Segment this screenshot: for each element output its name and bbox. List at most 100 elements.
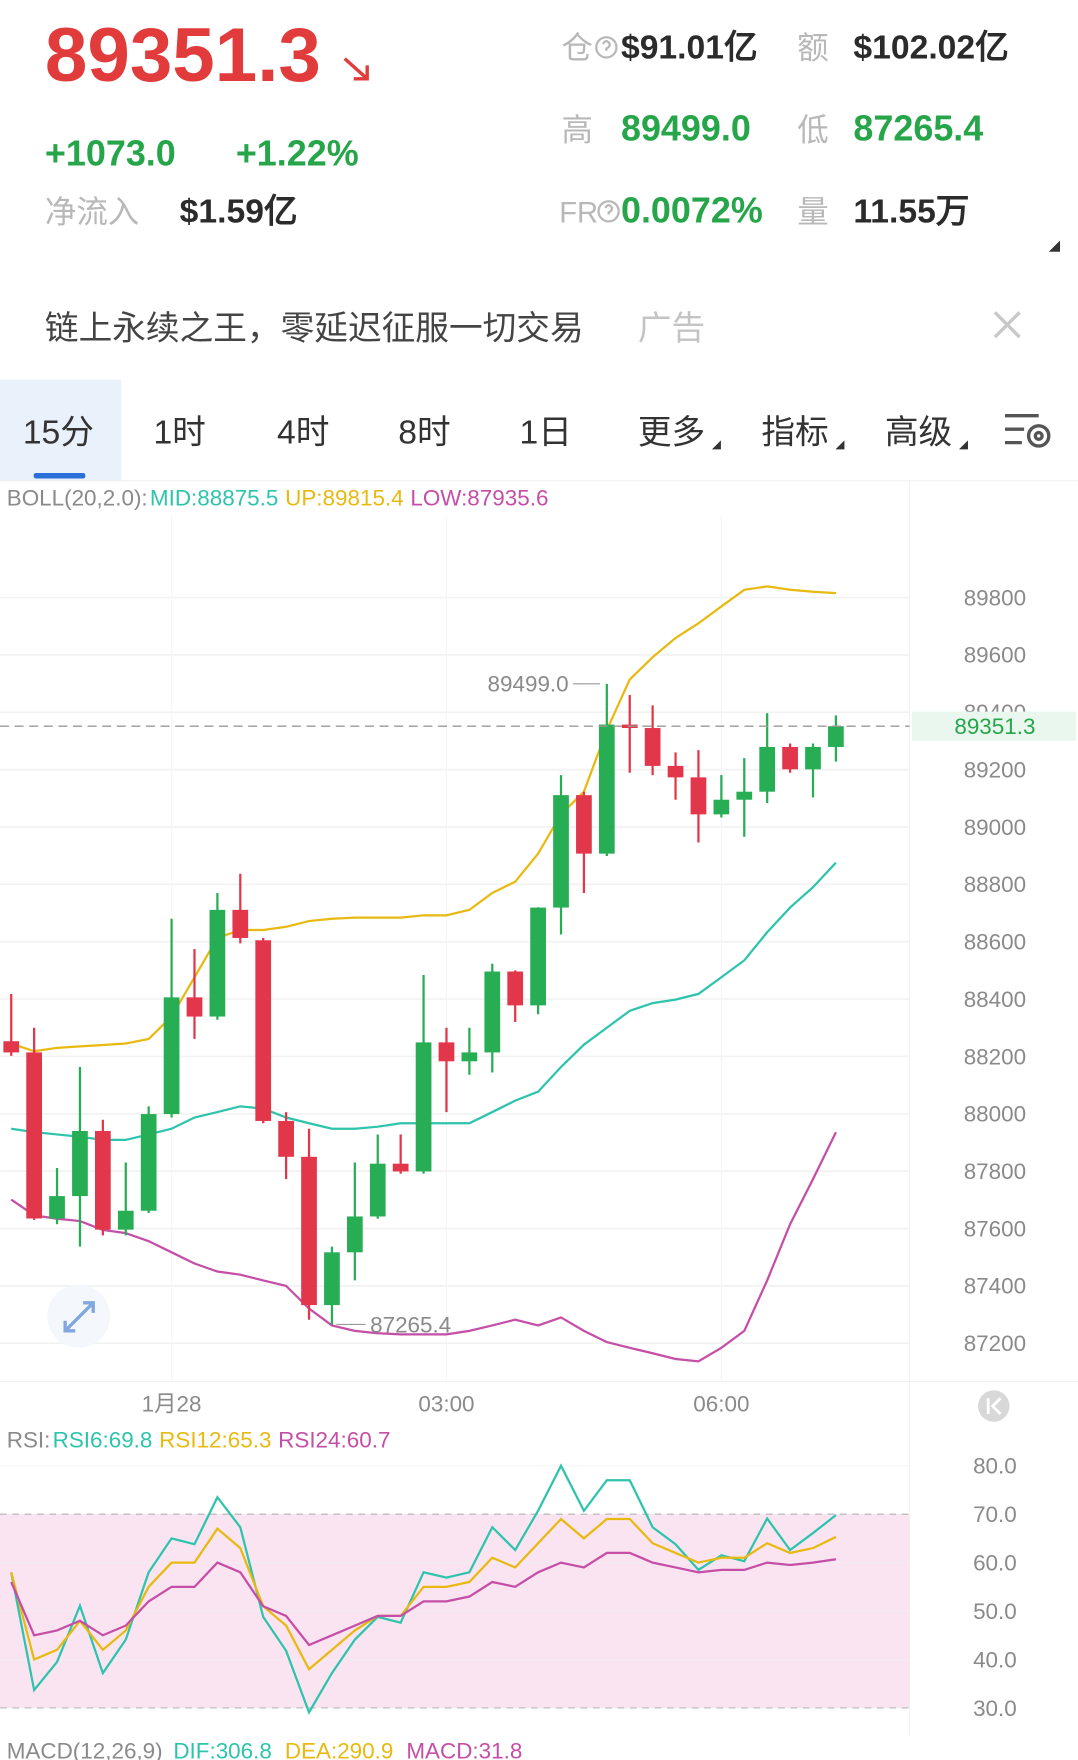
y-tick-label: 89800 [964, 585, 1026, 610]
scroll-latest-button[interactable] [978, 1390, 1010, 1422]
legend-item: RSI24:60.7 [278, 1428, 390, 1453]
y-tick-label: 70.0 [973, 1502, 1017, 1527]
turnover-label: 额 [797, 31, 828, 66]
tab[interactable]: 8时 [398, 415, 450, 452]
expand-triangle[interactable] [1048, 240, 1061, 252]
y-tick-label: 87400 [964, 1274, 1026, 1299]
fullscreen-button[interactable] [47, 1284, 111, 1348]
legend: RSI: RSI6:69.8 RSI12:65.3 RSI24:60.7 [7, 1428, 391, 1453]
y-tick-label: 80.0 [973, 1454, 1017, 1479]
settings-icon[interactable] [1005, 413, 1051, 448]
candle-body [255, 940, 272, 1121]
down-arrow [343, 57, 369, 81]
active-tab-bg [0, 379, 122, 481]
y-tick-label: 87200 [964, 1331, 1026, 1356]
net-inflow: $1.59亿 [180, 193, 298, 231]
candle-body [163, 997, 180, 1115]
macd-legend: MACD(12,26,9) DIF:306.8 DEA:290.9 MACD:3… [7, 1739, 523, 1760]
y-tick-label: 88400 [964, 987, 1026, 1012]
candle-body [598, 724, 615, 854]
funding-rate: 0.0072% [621, 190, 763, 231]
tab[interactable]: 指标 [761, 414, 828, 452]
tab[interactable]: 1日 [520, 415, 572, 452]
legend-item: MID:88875.5 [150, 486, 278, 511]
candle-body [461, 1052, 478, 1062]
y-tick-label: 87600 [964, 1216, 1026, 1241]
indicator-line [10, 1131, 837, 1363]
max-annotation: 89499.0 [488, 672, 569, 697]
macd-item: DEA:290.9 [285, 1739, 394, 1760]
volume: 11.55万 [853, 194, 969, 231]
macd-item: DIF:306.8 [173, 1739, 272, 1760]
candle-body [186, 997, 203, 1017]
ad-text[interactable]: 链上永续之王，零延迟征服一切交易 [45, 309, 584, 347]
candle-body [392, 1163, 409, 1172]
price-change-pct: +1.22% [236, 132, 359, 173]
price-change: +1073.0 [45, 132, 176, 173]
x-tick-label: 1月28 [142, 1392, 202, 1417]
candlestick-panel: BOLL(20,2.0): MID:88875.5 UP:89815.4 LOW:87… [0, 486, 1078, 1417]
candle-body [94, 1130, 111, 1230]
high-label: 高 [561, 113, 592, 148]
legend-title: RSI: [7, 1428, 51, 1453]
min-annotation: 87265.4 [370, 1312, 451, 1337]
tab-bar: 15分 1时 4时 8时 1日 更多 指标 高级 [23, 414, 968, 452]
dropdown-triangle [711, 440, 721, 450]
last-price: 89351.3 [45, 13, 321, 98]
ad-tag: 广告 [638, 309, 705, 347]
indicator-line [10, 585, 836, 1053]
macd-item: MACD:31.8 [406, 1739, 522, 1760]
y-tick-label: 89200 [964, 757, 1026, 782]
close-ad[interactable] [993, 311, 1021, 339]
indicator-line [10, 1463, 837, 1715]
legend-item: RSI6:69.8 [53, 1428, 153, 1453]
x-tick-label: 06:00 [693, 1392, 749, 1417]
tab[interactable]: 更多 [638, 414, 705, 452]
candle-body [713, 799, 730, 815]
open-interest-label: 仓 [561, 31, 592, 66]
candle-body [232, 909, 249, 938]
y-tick-label: 30.0 [973, 1696, 1017, 1721]
tab[interactable]: 1时 [153, 415, 205, 452]
y-tick-label: 88000 [964, 1102, 1026, 1127]
candle-body [530, 907, 546, 1006]
high: 89499.0 [621, 108, 751, 149]
fr-label: FR [559, 198, 598, 230]
help-icon[interactable] [595, 36, 618, 59]
candle-body [324, 1252, 340, 1306]
legend-item: UP:89815.4 [285, 486, 404, 511]
candle-body [805, 746, 821, 770]
candle-body [301, 1156, 317, 1306]
net-inflow-label: 净流入 [45, 195, 139, 230]
candle-body [667, 765, 684, 778]
tab[interactable]: 4时 [277, 415, 329, 452]
candle-body [736, 791, 753, 800]
dropdown-triangle [835, 440, 845, 450]
candle-body [415, 1042, 432, 1172]
candle-body [507, 971, 524, 1006]
y-tick-label: 88800 [964, 872, 1026, 897]
candle-body [209, 909, 226, 1017]
candle-body [782, 746, 798, 770]
tab[interactable]: 高级 [885, 414, 952, 452]
macd-title: MACD(12,26,9) [7, 1739, 163, 1760]
y-tick-label: 88600 [964, 930, 1026, 955]
tab[interactable]: 15分 [23, 415, 94, 452]
open-interest: $91.01亿 [621, 29, 758, 67]
candle-body [553, 795, 569, 908]
help-icon[interactable] [597, 200, 620, 223]
candle-body [484, 971, 501, 1053]
last-price-label: 89351.3 [954, 714, 1035, 739]
indicator-line [10, 1551, 837, 1647]
low: 87265.4 [853, 108, 983, 149]
candle-body [759, 746, 776, 792]
last-price-tag [911, 711, 1076, 741]
candle-body [828, 726, 844, 747]
volume-label: 量 [797, 195, 828, 230]
active-tab-indicator [33, 472, 86, 479]
candle-body [72, 1130, 88, 1197]
rsi-panel: RSI: RSI6:69.8 RSI12:65.3 RSI24:60.7 80.0 70.… [0, 1428, 1017, 1721]
